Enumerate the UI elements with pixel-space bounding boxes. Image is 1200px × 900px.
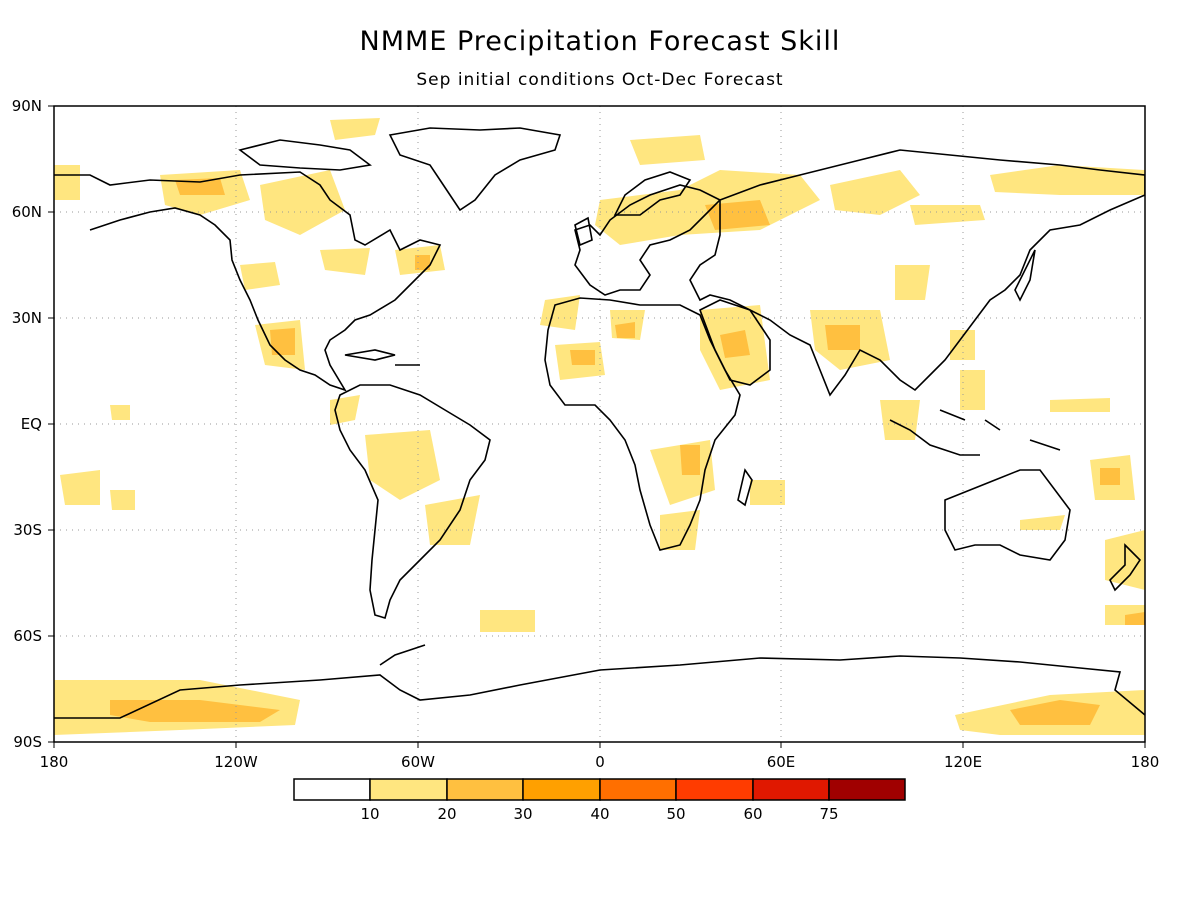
lat-label: 90N <box>12 97 42 115</box>
colorbar-label: 40 <box>590 805 609 823</box>
colorbar-label: 20 <box>437 805 456 823</box>
coast-europe <box>574 184 722 296</box>
coast-indonesia <box>889 409 1061 456</box>
lon-label: 120E <box>944 753 982 771</box>
lat-label: 30S <box>13 521 42 539</box>
skill-10-20-regions <box>54 118 1145 735</box>
longitude-labels: 180 120W 60W 0 60E 120E 180 <box>40 753 1160 771</box>
lon-label: 60E <box>767 753 796 771</box>
colorbar-swatch <box>599 778 677 801</box>
lat-label: 90S <box>13 733 42 751</box>
lon-label: 0 <box>595 753 605 771</box>
coast-madagascar <box>737 468 753 507</box>
coast-africa <box>544 297 741 551</box>
coast-south-america <box>334 384 491 620</box>
skill-shading-layer <box>54 118 1145 735</box>
coastlines <box>54 127 1145 719</box>
coast-antarctic-peninsula <box>379 644 426 666</box>
colorbar-label: 75 <box>819 805 838 823</box>
map-title: NMME Precipitation Forecast Skill <box>359 26 841 57</box>
colorbar-swatch <box>369 778 448 801</box>
map-subtitle: Sep initial conditions Oct-Dec Forecast <box>416 70 784 90</box>
colorbar-swatch <box>675 778 754 801</box>
coast-antarctica <box>54 655 1145 719</box>
coast-scandinavia <box>613 171 692 216</box>
colorbar-swatch <box>446 778 524 801</box>
colorbar-swatch <box>828 778 906 801</box>
colorbar-swatch <box>752 778 830 801</box>
colorbar-label: 60 <box>743 805 762 823</box>
coast-caribbean <box>344 349 420 366</box>
coast-new-zealand <box>1109 543 1142 592</box>
coast-arabia <box>698 299 771 386</box>
lat-label: 60S <box>13 627 42 645</box>
lon-label: 180 <box>40 753 69 771</box>
coast-asia <box>689 149 1145 397</box>
colorbar: 10 20 30 40 50 60 75 <box>293 778 906 823</box>
coast-australia <box>944 469 1071 561</box>
lon-label: 120W <box>214 753 258 771</box>
colorbar-swatch <box>522 778 601 801</box>
axis-ticks <box>48 105 1146 748</box>
skill-20-30-regions <box>110 178 1145 725</box>
colorbar-swatch <box>293 778 371 801</box>
lon-label: 60W <box>401 753 435 771</box>
colorbar-label: 30 <box>513 805 532 823</box>
colorbar-label: 10 <box>360 805 379 823</box>
lat-label: 30N <box>12 309 42 327</box>
lon-label: 180 <box>1131 753 1160 771</box>
coast-greenland <box>388 127 562 212</box>
coast-japan <box>1014 249 1036 302</box>
latitude-labels: 90N 60N 30N EQ 30S 60S 90S <box>12 97 42 751</box>
lat-label: EQ <box>21 415 42 433</box>
coast-british-isles <box>574 216 593 247</box>
colorbar-label: 50 <box>666 805 685 823</box>
coast-north-america <box>54 171 442 392</box>
coast-arctic-islands <box>238 139 372 171</box>
lat-label: 60N <box>12 203 42 221</box>
graticule <box>54 106 1145 742</box>
